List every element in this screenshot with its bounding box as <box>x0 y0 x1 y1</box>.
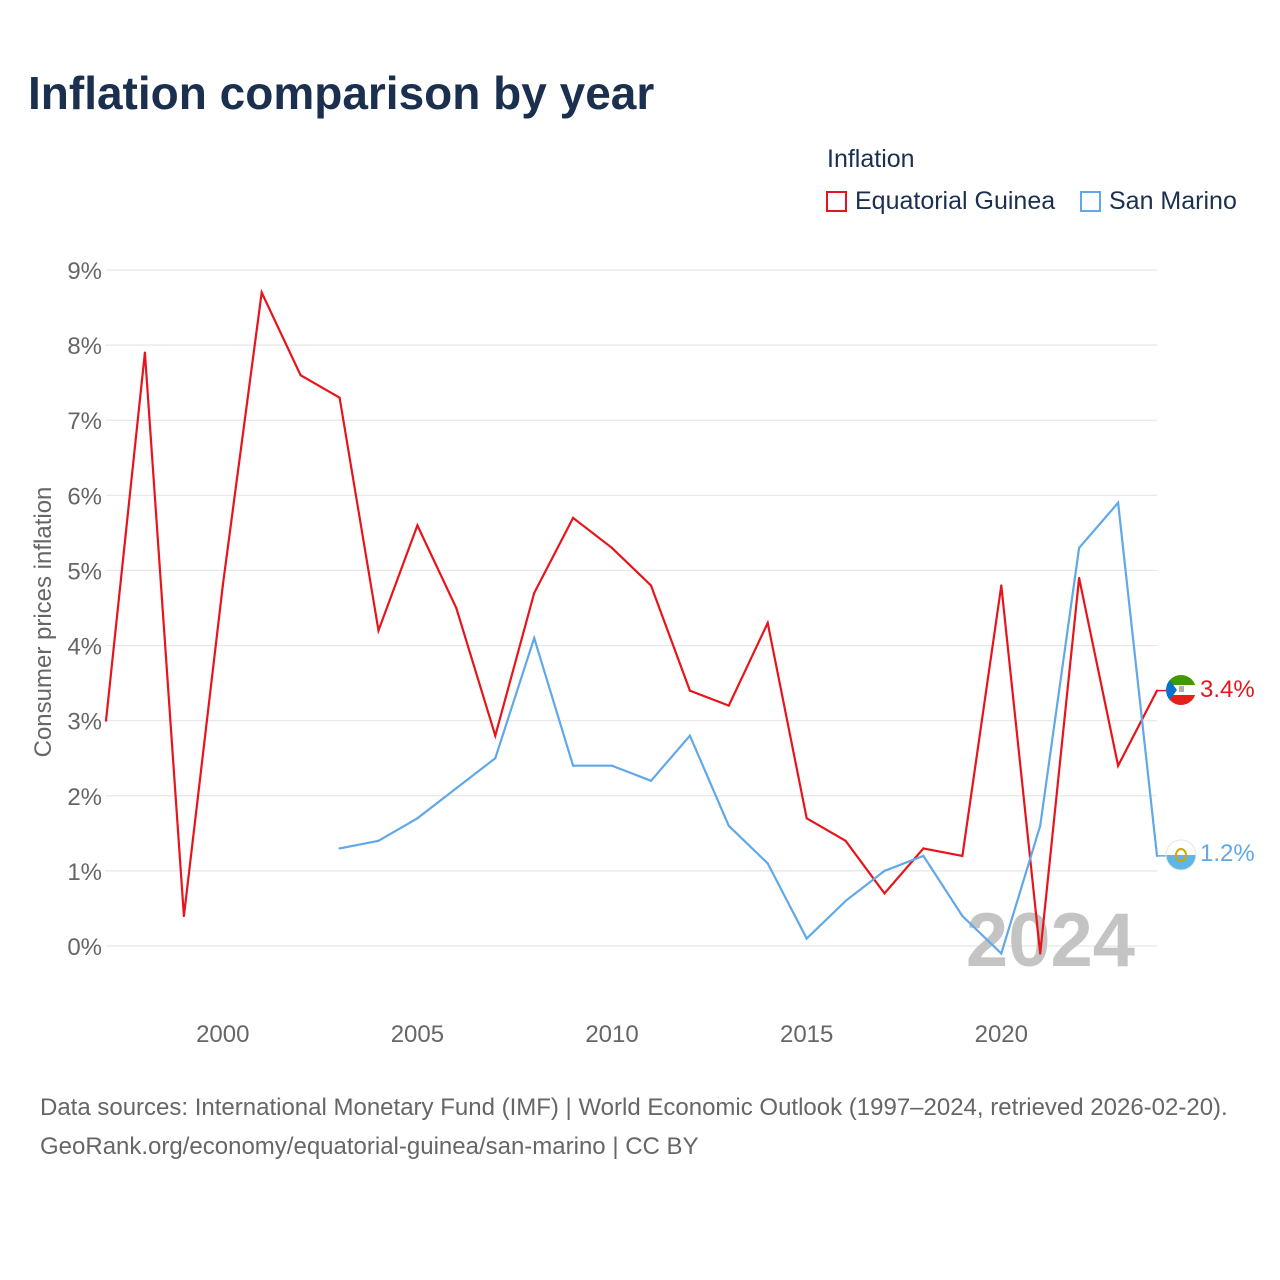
data-point-equatorial-guinea <box>922 847 925 850</box>
data-point-equatorial-guinea <box>377 629 380 632</box>
y-tick-label: 1% <box>67 859 102 886</box>
data-point-san-marino <box>805 937 808 940</box>
data-point-equatorial-guinea <box>727 704 730 707</box>
y-tick-label: 9% <box>67 258 102 285</box>
line-chart: 0% 1% 2% 3% 4% 5% 6% 7% 8% 9% 2000 2005 2010 2015 202… <box>30 258 1255 1048</box>
series-lines <box>104 288 1166 956</box>
data-point-san-marino <box>727 824 730 827</box>
data-point-equatorial-guinea <box>104 719 108 722</box>
x-tick-label: 2010 <box>585 1021 638 1048</box>
footer: Data sources: International Monetary Fun… <box>40 1088 1250 1166</box>
data-point-equatorial-guinea <box>143 351 147 354</box>
end-label-equatorial-guinea: 3.4% <box>1200 676 1255 703</box>
end-label-san-marino: 1.2% <box>1200 840 1255 867</box>
y-tick-label: 7% <box>67 408 102 435</box>
legend-swatch-san-marino <box>1080 190 1101 212</box>
data-point-equatorial-guinea <box>883 892 886 895</box>
data-point-san-marino <box>1116 501 1120 504</box>
data-point-san-marino <box>610 764 614 767</box>
data-point-san-marino <box>844 899 847 903</box>
gridlines <box>106 269 1157 947</box>
y-tick-label: 3% <box>67 709 102 736</box>
data-point-equatorial-guinea <box>416 524 419 527</box>
y-axis-label: Consumer prices inflation <box>30 487 57 758</box>
data-sources-note: Data sources: International Monetary Fun… <box>40 1094 1228 1121</box>
y-tick-label: 4% <box>67 634 102 661</box>
data-point-san-marino <box>961 914 964 918</box>
data-point-equatorial-guinea <box>961 854 964 857</box>
legend-item-san-marino[interactable]: San Marino <box>1080 186 1237 216</box>
data-point-equatorial-guinea <box>1116 764 1120 767</box>
data-point-san-marino <box>1000 952 1003 955</box>
data-point-san-marino <box>533 636 536 640</box>
data-point-equatorial-guinea <box>766 621 769 625</box>
legend-item-equatorial-guinea[interactable]: Equatorial Guinea <box>826 186 1055 216</box>
data-point-equatorial-guinea <box>260 291 263 294</box>
y-axis: 0% 1% 2% 3% 4% 5% 6% 7% 8% 9% <box>67 258 102 961</box>
data-point-san-marino <box>883 869 886 872</box>
data-point-san-marino <box>377 839 380 842</box>
data-point-equatorial-guinea <box>805 817 808 820</box>
legend-label-equatorial-guinea: Equatorial Guinea <box>855 186 1056 215</box>
y-tick-label: 5% <box>67 558 102 585</box>
san-marino-flag-icon <box>1165 839 1197 871</box>
y-tick-label: 6% <box>67 483 102 510</box>
series-line-equatorial-guinea <box>104 288 1158 954</box>
data-point-equatorial-guinea <box>1039 952 1042 955</box>
y-tick-label: 8% <box>67 333 102 360</box>
data-point-equatorial-guinea <box>533 591 536 595</box>
data-point-equatorial-guinea <box>610 546 614 550</box>
x-tick-label: 2020 <box>975 1021 1028 1048</box>
data-point-equatorial-guinea <box>338 396 341 399</box>
data-point-san-marino <box>416 817 419 820</box>
data-point-equatorial-guinea <box>494 734 497 737</box>
data-point-equatorial-guinea <box>299 374 302 377</box>
data-point-san-marino <box>455 787 458 790</box>
data-point-equatorial-guinea <box>221 584 224 587</box>
x-axis: 2000 2005 2010 2015 2020 <box>196 1021 1028 1048</box>
data-point-equatorial-guinea <box>1078 576 1081 580</box>
data-point-equatorial-guinea <box>572 516 575 519</box>
data-point-san-marino <box>1155 854 1159 857</box>
data-point-san-marino <box>649 779 653 782</box>
data-point-equatorial-guinea <box>688 689 691 692</box>
data-point-equatorial-guinea <box>182 914 185 918</box>
data-point-san-marino <box>1078 546 1081 550</box>
equatorial-guinea-flag-icon <box>1166 675 1196 705</box>
y-tick-label: 2% <box>67 784 102 811</box>
data-point-equatorial-guinea <box>455 606 458 610</box>
credit-link[interactable]: GeoRank.org/economy/equatorial-guinea/sa… <box>40 1133 699 1160</box>
series-line-san-marino <box>339 500 1159 956</box>
data-point-san-marino <box>1039 824 1042 827</box>
data-point-san-marino <box>922 854 925 857</box>
data-point-san-marino <box>494 757 497 760</box>
data-point-equatorial-guinea <box>844 839 847 842</box>
data-point-equatorial-guinea <box>649 584 653 587</box>
legend-title: Inflation <box>827 145 915 173</box>
x-tick-label: 2000 <box>196 1021 249 1048</box>
data-point-san-marino <box>688 734 691 737</box>
chart-title: Inflation comparison by year <box>28 67 655 119</box>
data-point-equatorial-guinea <box>1000 584 1003 587</box>
y-tick-label: 0% <box>67 934 102 961</box>
year-watermark: 2024 <box>966 898 1135 983</box>
data-point-san-marino <box>572 764 575 767</box>
data-point-san-marino <box>766 862 769 865</box>
x-tick-label: 2015 <box>780 1021 833 1048</box>
data-point-san-marino <box>338 847 341 850</box>
data-point-equatorial-guinea <box>1155 689 1159 692</box>
legend-swatch-equatorial-guinea <box>826 190 847 212</box>
x-tick-label: 2005 <box>391 1021 444 1048</box>
legend-label-san-marino: San Marino <box>1109 186 1237 215</box>
